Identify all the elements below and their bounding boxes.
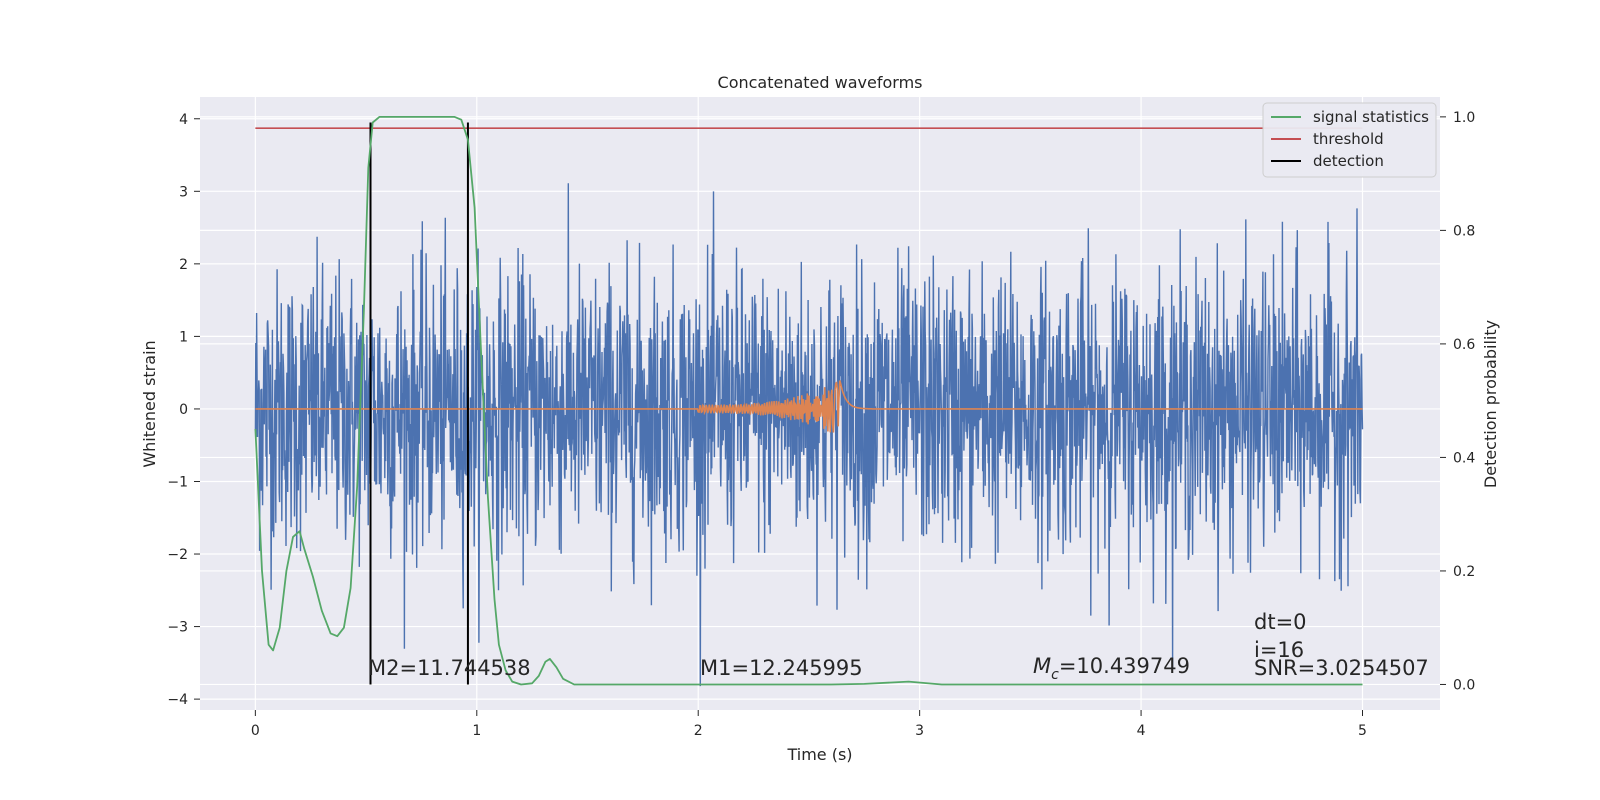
annotation-mc-symbol: M xyxy=(1033,654,1051,678)
right-tick-label: 1.0 xyxy=(1453,110,1475,126)
annotation-mc-subscript: c xyxy=(1051,667,1059,683)
y-tick-label: −3 xyxy=(167,620,188,636)
x-tick-label: 2 xyxy=(694,723,703,739)
x-tick-label: 3 xyxy=(915,723,924,739)
x-tick-label: 1 xyxy=(472,723,481,739)
y-tick-label: 0 xyxy=(179,402,188,418)
x-axis-ticks: 0 1 2 3 4 5 xyxy=(251,710,1367,739)
legend-label-signal-statistics: signal statistics xyxy=(1313,108,1429,126)
y-tick-label: 3 xyxy=(179,184,188,200)
annotation-snr: SNR=3.0254507 xyxy=(1254,656,1429,680)
x-tick-label: 5 xyxy=(1358,723,1367,739)
y-tick-label: 1 xyxy=(179,329,188,345)
y-tick-label: −1 xyxy=(167,474,188,490)
right-tick-label: 0.6 xyxy=(1453,337,1475,353)
annotation-m1: M1=12.245995 xyxy=(700,656,863,680)
y-tick-label: −4 xyxy=(167,692,188,708)
legend: signal statistics threshold detection xyxy=(1262,102,1437,178)
y-axis-label: Whitened strain xyxy=(140,340,159,467)
right-tick-label: 0.0 xyxy=(1453,677,1475,693)
x-tick-label: 0 xyxy=(251,723,260,739)
annotation-i: i=16 xyxy=(1254,638,1304,662)
signal-statistics-line xyxy=(254,116,1363,686)
y-tick-label: 2 xyxy=(179,257,188,273)
detection-series xyxy=(369,122,469,685)
legend-box xyxy=(1262,102,1437,178)
right-axis-label: Detection probability xyxy=(1481,320,1500,488)
injected-chirp-line xyxy=(255,380,1363,433)
annotation-dt: dt=0 xyxy=(1254,610,1307,634)
y-tick-label: −2 xyxy=(167,547,188,563)
injected-chirp-series xyxy=(255,380,1363,433)
right-tick-label: 0.4 xyxy=(1453,450,1475,466)
chart-title: Concatenated waveforms xyxy=(718,73,923,92)
right-tick-label: 0.8 xyxy=(1453,223,1475,239)
annotation-m2: M2=11.744538 xyxy=(368,656,531,680)
x-tick-label: 4 xyxy=(1137,723,1146,739)
legend-label-threshold: threshold xyxy=(1313,130,1384,148)
right-axis-ticks: 0.0 0.2 0.4 0.6 0.8 1.0 xyxy=(1440,110,1475,693)
y-tick-label: 4 xyxy=(179,112,188,128)
annotation-mc-value: =10.439749 xyxy=(1059,654,1190,678)
legend-label-detection: detection xyxy=(1313,152,1384,170)
y-axis-ticks: −4 −3 −2 −1 0 1 2 3 4 xyxy=(167,112,200,708)
x-axis-label: Time (s) xyxy=(786,745,852,764)
signal-statistics-series xyxy=(254,116,1363,686)
annotation-mc: Mc=10.439749 xyxy=(1033,654,1190,683)
right-tick-label: 0.2 xyxy=(1453,564,1475,580)
